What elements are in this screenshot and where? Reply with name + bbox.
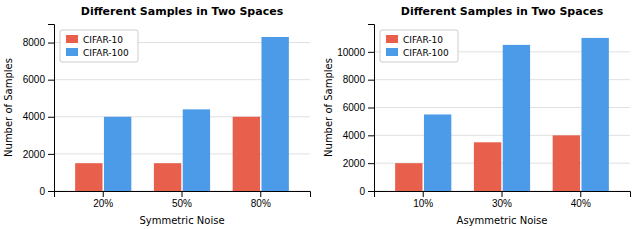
legend: CIFAR-10 CIFAR-100 [60,30,138,62]
y-axis: 0 2000 4000 6000 8000 10000 [337,25,374,197]
y-tick-label: 10000 [337,47,365,58]
x-tick: 80% [251,191,271,209]
bar [474,142,501,191]
x-tick: 10% [413,191,433,209]
y-tick-mark [48,80,54,81]
y-tick-mark [368,135,374,136]
y-tick-label: 4000 [23,111,46,122]
x-tick-mark [182,191,183,197]
y-tick-label: 4000 [343,130,366,141]
title: Different Samples in Two Spaces [401,5,604,18]
y-axis-title: Number of Samples [3,58,14,157]
panel: 10% 30% 40% 0 2000 4000 6000 8000 10000 Different… [323,5,631,226]
bar [503,45,530,191]
y-tick-mark [368,191,374,192]
legend-box [380,30,458,62]
x-tick: 40% [571,191,591,209]
y-tick-mark [368,108,374,109]
legend-label: CIFAR-100 [83,48,129,58]
y-axis-line [368,25,375,192]
chart-root: 20% 50% 80% 0 2000 4000 6000 8000 Different Samp… [0,0,640,229]
legend-swatch [66,48,78,56]
legend-item: CIFAR-100 [66,48,129,58]
x-tick-label: 30% [492,198,512,209]
x-tick-label: 80% [251,198,271,209]
y-tick-label: 0 [39,186,45,197]
bar [233,117,260,191]
bar [154,163,181,191]
legend-label: CIFAR-10 [83,35,123,45]
x-tick-label: 40% [571,198,591,209]
x-tick-mark [423,191,424,197]
y-tick: 2000 [343,158,374,169]
x-tick-mark [580,191,581,197]
title: Different Samples in Two Spaces [81,5,284,18]
y-tick: 6000 [343,102,374,113]
y-tick: 8000 [343,74,374,85]
legend-label: CIFAR-100 [403,48,449,58]
y-axis-title: Number of Samples [323,58,334,157]
y-tick-mark [48,117,54,118]
x-axis-title: Asymmetric Noise [457,215,548,226]
x-tick: 50% [172,191,192,209]
bar [261,37,288,191]
x-axis-line [375,192,631,198]
x-tick-mark [260,191,261,197]
y-axis-line [48,25,55,192]
y-tick-mark [368,52,374,53]
legend-box [60,30,138,62]
y-tick-mark [48,154,54,155]
y-tick-label: 0 [359,186,365,197]
y-tick: 0 [39,186,54,197]
y-tick-mark [48,43,54,44]
y-tick-label: 6000 [23,74,46,85]
x-tick-label: 20% [93,198,113,209]
x-axis-line [55,192,311,198]
bar [104,117,131,191]
legend-item: CIFAR-10 [386,35,443,45]
y-tick-label: 8000 [343,74,366,85]
x-tick-label: 10% [413,198,433,209]
x-tick-label: 50% [172,198,192,209]
bar [183,109,210,191]
bar [553,135,580,191]
bar [395,163,422,191]
panel: 20% 50% 80% 0 2000 4000 6000 8000 Different Samp… [3,5,311,226]
y-tick: 4000 [23,111,54,122]
y-tick: 2000 [23,149,54,160]
legend-label: CIFAR-10 [403,35,443,45]
y-tick-mark [368,80,374,81]
y-axis: 0 2000 4000 6000 8000 [23,25,55,197]
x-axis: 20% 50% 80% [55,191,311,209]
legend: CIFAR-10 CIFAR-100 [380,30,458,62]
y-tick-label: 2000 [23,149,46,160]
bar [75,163,102,191]
legend-item: CIFAR-100 [386,48,449,58]
x-axis-title: Symmetric Noise [139,215,224,226]
x-axis: 10% 30% 40% [375,191,631,209]
y-tick: 4000 [343,130,374,141]
series [75,117,260,191]
x-tick-mark [103,191,104,197]
y-tick: 6000 [23,74,54,85]
legend-swatch [66,35,78,43]
y-tick-label: 8000 [23,37,46,48]
bar [581,38,608,191]
y-tick: 8000 [23,37,54,48]
legend-swatch [386,48,398,56]
y-tick-mark [368,163,374,164]
x-tick: 30% [492,191,512,209]
y-tick-label: 2000 [343,158,366,169]
y-tick-label: 6000 [343,102,366,113]
legend-swatch [386,35,398,43]
y-tick: 10000 [337,47,374,58]
legend-item: CIFAR-10 [66,35,123,45]
series [395,135,580,191]
x-tick: 20% [93,191,113,209]
y-tick: 0 [359,186,374,197]
bar [424,114,451,191]
y-tick-mark [48,191,54,192]
x-tick-mark [502,191,503,197]
